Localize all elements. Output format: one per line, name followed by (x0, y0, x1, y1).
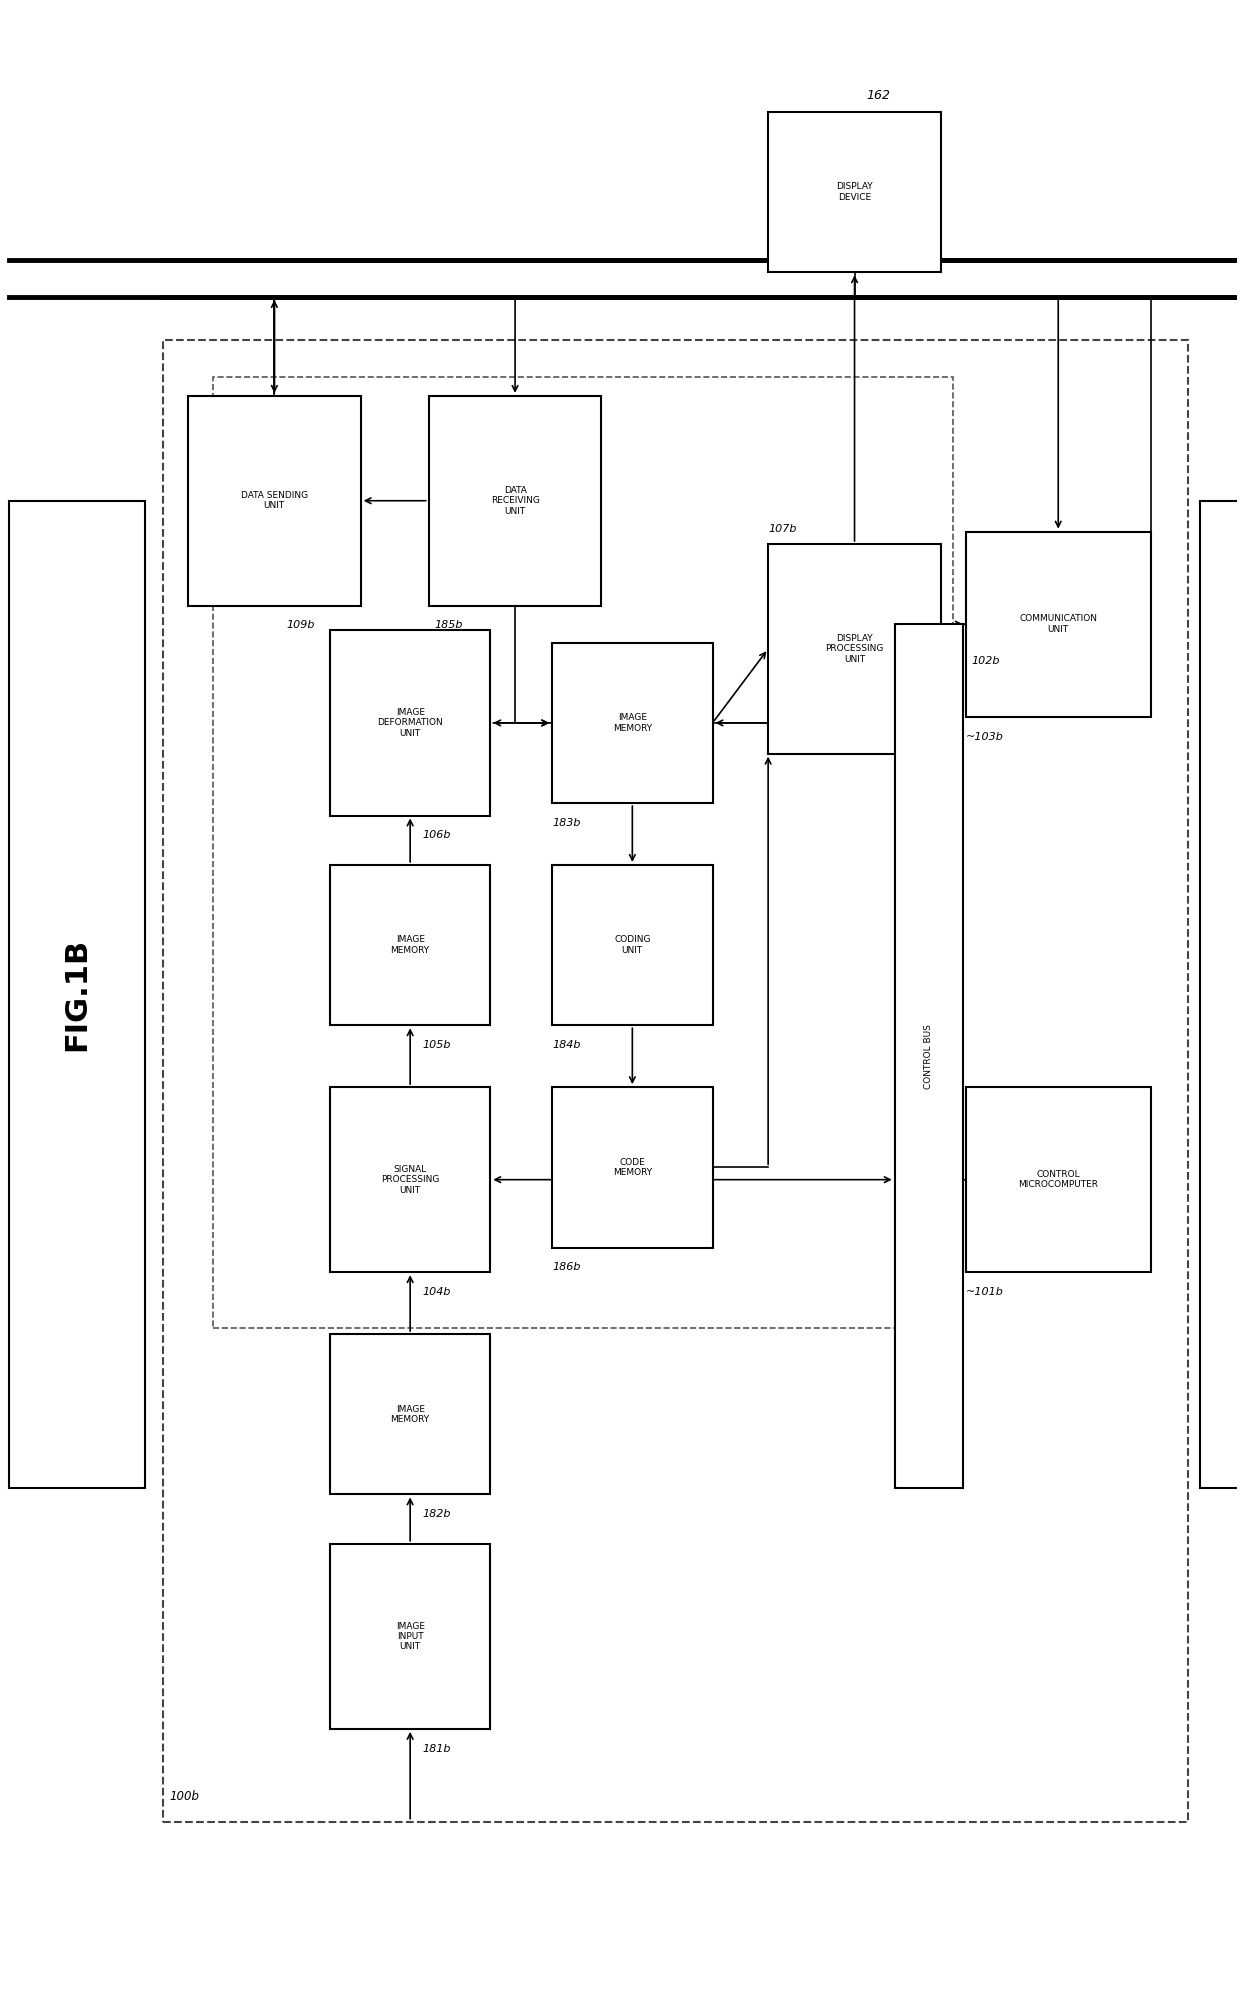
Text: CODING
UNIT: CODING UNIT (614, 935, 651, 955)
Text: 105b: 105b (423, 1040, 451, 1050)
Text: DATA
RECEIVING
UNIT: DATA RECEIVING UNIT (491, 485, 539, 515)
Text: IMAGE
INPUT
UNIT: IMAGE INPUT UNIT (396, 1621, 424, 1651)
FancyBboxPatch shape (9, 501, 145, 1488)
Text: IMAGE
MEMORY: IMAGE MEMORY (391, 1404, 430, 1424)
Text: IMAGE
DEFORMATION
UNIT: IMAGE DEFORMATION UNIT (377, 708, 443, 738)
Text: ~101b: ~101b (966, 1287, 1003, 1297)
FancyBboxPatch shape (552, 1088, 713, 1247)
Text: 106b: 106b (423, 829, 451, 839)
Text: 109b: 109b (286, 621, 315, 631)
Text: 107b: 107b (768, 523, 796, 535)
Text: 183b: 183b (552, 817, 580, 827)
FancyBboxPatch shape (429, 396, 601, 605)
FancyBboxPatch shape (966, 531, 1151, 716)
Text: CODE
MEMORY: CODE MEMORY (613, 1158, 652, 1177)
Text: 184b: 184b (552, 1040, 580, 1050)
FancyBboxPatch shape (188, 396, 361, 605)
FancyBboxPatch shape (330, 1543, 490, 1728)
FancyBboxPatch shape (552, 642, 713, 804)
Text: COMMUNICATION
UNIT: COMMUNICATION UNIT (1019, 615, 1097, 634)
FancyBboxPatch shape (768, 543, 941, 754)
Text: 182b: 182b (423, 1510, 451, 1520)
FancyBboxPatch shape (330, 1088, 490, 1273)
Text: DATA SENDING
UNIT: DATA SENDING UNIT (241, 491, 308, 511)
Text: IMAGE
MEMORY: IMAGE MEMORY (391, 935, 430, 955)
Text: CONTROL BUS: CONTROL BUS (924, 1024, 934, 1088)
Text: SIGNAL
PROCESSING
UNIT: SIGNAL PROCESSING UNIT (381, 1166, 439, 1195)
Text: IMAGE
MEMORY: IMAGE MEMORY (613, 714, 652, 732)
Text: CONTROL
MICROCOMPUTER: CONTROL MICROCOMPUTER (1018, 1170, 1099, 1189)
Text: FIG.1B: FIG.1B (62, 939, 92, 1050)
Text: 102b: 102b (972, 656, 1001, 666)
Text: 104b: 104b (423, 1287, 451, 1297)
FancyBboxPatch shape (895, 625, 962, 1488)
FancyBboxPatch shape (330, 865, 490, 1026)
FancyBboxPatch shape (768, 111, 941, 272)
FancyBboxPatch shape (330, 631, 490, 815)
Text: ~103b: ~103b (966, 732, 1003, 742)
Text: 186b: 186b (552, 1263, 580, 1273)
Text: 181b: 181b (423, 1744, 451, 1754)
Text: 100b: 100b (170, 1790, 200, 1804)
FancyBboxPatch shape (1200, 501, 1240, 1488)
Text: DISPLAY
DEVICE: DISPLAY DEVICE (836, 183, 873, 201)
FancyBboxPatch shape (552, 865, 713, 1026)
Text: 185b: 185b (435, 621, 464, 631)
Text: DISPLAY
PROCESSING
UNIT: DISPLAY PROCESSING UNIT (826, 634, 884, 664)
FancyBboxPatch shape (966, 1088, 1151, 1273)
FancyBboxPatch shape (330, 1335, 490, 1494)
Text: 162: 162 (867, 90, 890, 101)
